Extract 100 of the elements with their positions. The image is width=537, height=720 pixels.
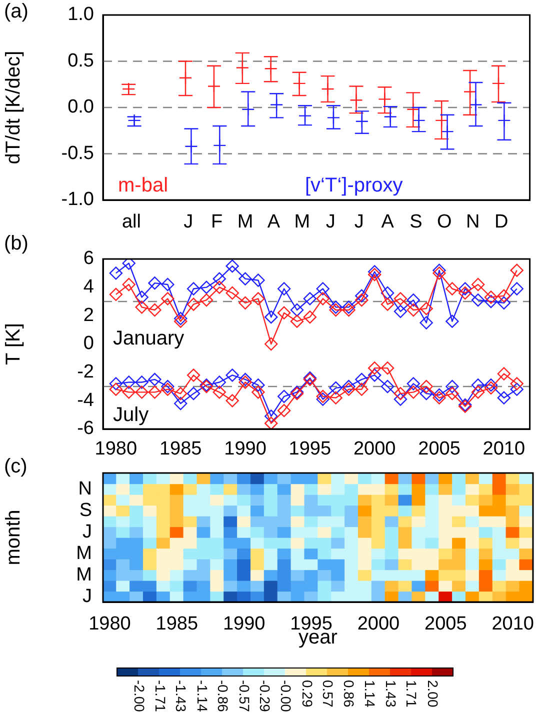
point [148,372,162,386]
x-tick-label: A [267,212,280,233]
point [135,290,148,304]
color-bar-label: -0.57 [236,680,252,712]
point [264,337,278,351]
point [186,282,200,296]
point [264,416,278,429]
y-tick-label: 0.0 [68,96,94,118]
x-tick-label: N [466,212,480,233]
point [342,300,356,314]
point [238,372,252,386]
color-bar-label: 0.57 [320,680,336,708]
point [329,391,342,404]
point [446,282,459,296]
point [446,380,459,394]
x-tick-label: all [122,212,141,233]
y-tick-label: J [82,586,92,607]
color-bar-label: -1.14 [194,680,211,712]
x-tick-label: 2000 [353,438,396,460]
point [252,386,265,399]
color-bar-label: 0.29 [299,680,316,708]
point [252,274,265,287]
y-tick-label: N [78,478,92,500]
point [161,382,174,396]
point [471,378,485,392]
point [226,286,239,300]
point [122,376,136,389]
y-tick-label: 1.0 [68,4,94,26]
color-bar-label: -0.29 [256,680,273,712]
point [303,310,317,324]
x-tick-label: J [184,212,194,233]
x-tick-label: D [494,212,508,233]
point [355,289,368,302]
y-axis-title: T [K] [2,323,25,365]
y-tick-label: M [76,542,92,564]
x-tick-label: 1985 [156,614,198,635]
point [264,410,278,423]
point [406,293,420,307]
annotation: January [113,327,184,350]
chart-title: (c) [4,456,28,478]
x-tick-label: 1980 [94,438,138,460]
point [135,386,148,399]
point [148,303,162,317]
point [329,300,342,314]
x-tick-label: 2010 [492,614,534,635]
x-tick-label: 2010 [482,438,526,460]
point [420,386,433,400]
point [342,382,356,396]
point [497,391,511,404]
color-bar-label: -0.86 [215,680,232,712]
point [174,386,188,400]
point [148,386,162,399]
point [109,377,123,390]
point [161,292,174,306]
point [432,391,446,404]
point [186,298,200,311]
x-tick-label: J [326,212,336,233]
y-tick-label: 4 [83,276,94,298]
x-tick-label: 1990 [224,438,266,460]
point [484,381,498,395]
point [122,278,136,292]
point [161,380,174,394]
y-tick-label: 2 [83,304,94,326]
point [510,264,524,277]
x-tick-label: 2005 [424,614,467,635]
point [432,266,446,280]
point [161,278,174,292]
point [186,368,200,382]
chart-title: (a) [4,0,28,23]
point [212,272,226,286]
point [355,293,368,307]
color-bar-label: 1.14 [362,680,378,708]
point [186,386,200,400]
x-tick-label: 1990 [222,614,266,635]
point [432,264,446,277]
y-axis-title: dT/dt [K/dec] [2,50,25,164]
point [394,392,408,406]
point [200,293,214,307]
point [380,286,394,300]
point [355,382,368,396]
y-tick-label: 0.5 [68,50,94,72]
y-tick-label: -2 [77,362,94,383]
point [329,303,342,317]
point [484,378,498,392]
y-tick-label: J [82,521,92,542]
point [135,376,148,389]
point [497,296,511,310]
point [406,386,420,399]
point [380,380,394,394]
y-tick-label: -6 [77,418,94,440]
point [380,361,394,375]
point [406,377,420,390]
color-bar-label: 1.43 [383,680,400,708]
point [446,386,459,400]
point [303,292,317,306]
y-tick-label: S [79,500,92,521]
x-tick-label: J [354,212,364,233]
point [226,394,239,408]
point [316,390,330,404]
point [394,386,408,400]
